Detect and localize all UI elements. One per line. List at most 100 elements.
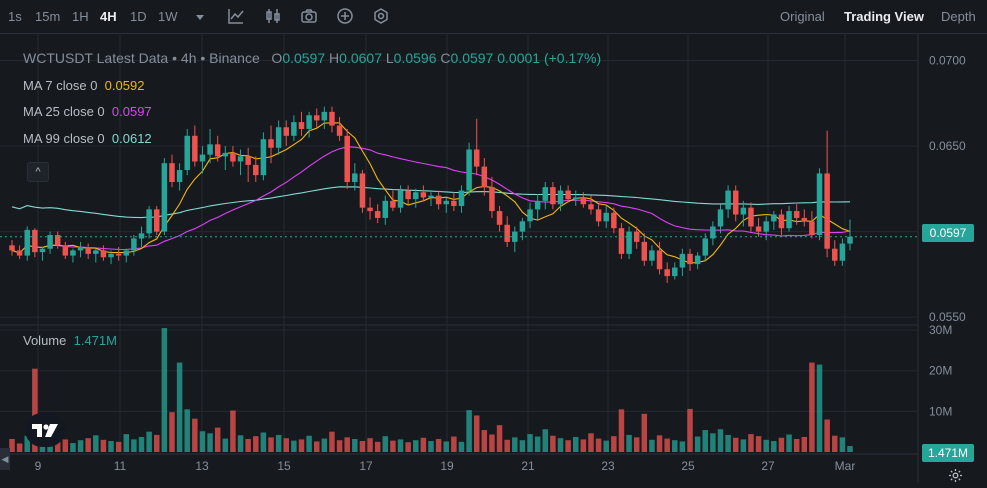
- volume-bar: [451, 436, 457, 452]
- volume-bar: [115, 441, 122, 452]
- timeframe-1h[interactable]: 1H: [72, 9, 89, 24]
- volume-bar: [146, 431, 152, 452]
- timeframe-dropdown-icon[interactable]: [194, 10, 212, 28]
- volume-bar: [237, 435, 244, 452]
- volume-bar: [291, 440, 297, 452]
- candle-body: [283, 127, 289, 136]
- candle-body: [763, 221, 769, 232]
- volume-bars: [9, 328, 853, 452]
- current-price-tag: 0.0597: [922, 224, 974, 242]
- volume-bar: [740, 439, 747, 452]
- candle-body: [131, 238, 137, 251]
- timeframe-1s[interactable]: 1s: [8, 9, 22, 24]
- volume-bar: [771, 441, 777, 452]
- view-depth[interactable]: Depth: [941, 9, 976, 24]
- volume-bar: [458, 441, 465, 452]
- candle-body: [24, 229, 30, 256]
- candle-body: [451, 200, 457, 206]
- volume-bar: [336, 440, 343, 452]
- volume-bar: [245, 438, 251, 452]
- timeframe-15m[interactable]: 15m: [35, 9, 61, 24]
- candle-body: [382, 200, 389, 218]
- volume-bar: [359, 441, 366, 452]
- candle-body: [245, 156, 251, 165]
- candlestick-type-icon[interactable]: [264, 7, 282, 25]
- candle-body: [374, 211, 381, 218]
- candle-body: [230, 152, 236, 162]
- volume-bar: [687, 408, 693, 452]
- candle-body: [626, 231, 632, 254]
- ma99-value: 0.0612: [111, 131, 152, 146]
- candle-body: [847, 236, 853, 244]
- volume-bar: [85, 438, 91, 452]
- volume-bar: [496, 425, 503, 452]
- candle-body: [344, 135, 350, 182]
- candle-body: [146, 209, 152, 234]
- volume-bar: [54, 441, 61, 452]
- ma99-legend[interactable]: MA 99 close 0 0.0612: [23, 131, 152, 146]
- candle-body: [664, 269, 670, 277]
- open-label: O: [271, 50, 283, 66]
- volume-bar: [809, 362, 815, 452]
- candle-body: [793, 211, 800, 218]
- volume-bar: [138, 436, 145, 452]
- candle-body: [611, 212, 617, 229]
- tradingview-logo[interactable]: [25, 413, 65, 447]
- tradingview-logo-icon: [32, 424, 58, 437]
- settings-gear-icon[interactable]: [372, 7, 390, 25]
- candle-body: [138, 233, 145, 239]
- volume-bar: [184, 409, 190, 452]
- current-volume-tag: 1.471M: [922, 444, 974, 462]
- ma7-legend[interactable]: MA 7 close 0 0.0592: [23, 78, 144, 93]
- candlestick-chart[interactable]: 0.07000.06500.06000.055030M20M10M9111315…: [0, 34, 987, 483]
- volume-bar: [131, 439, 137, 452]
- volume-bar: [832, 435, 838, 452]
- indicator-line-icon[interactable]: [227, 7, 245, 25]
- volume-bar: [39, 442, 46, 452]
- volume-bar: [824, 419, 830, 452]
- timeframe-1d[interactable]: 1D: [130, 9, 147, 24]
- candle-body: [458, 190, 465, 206]
- volume-bar: [321, 438, 328, 452]
- volume-bar: [230, 410, 236, 452]
- volume-bar: [77, 440, 84, 452]
- volume-bar: [222, 438, 229, 452]
- view-original[interactable]: Original: [780, 9, 825, 24]
- candle-body: [595, 209, 602, 222]
- scroll-left-arrow-icon[interactable]: ◀: [0, 448, 10, 470]
- candle-body: [809, 221, 815, 236]
- volume-bar: [413, 440, 419, 452]
- volume-bar: [207, 433, 213, 452]
- candle-body: [428, 195, 434, 198]
- volume-bar: [420, 437, 427, 452]
- candle-body: [336, 125, 343, 136]
- timeframe-1w[interactable]: 1W: [158, 9, 178, 24]
- timeframe-4h[interactable]: 4H: [100, 9, 117, 24]
- candle-body: [359, 173, 366, 208]
- ma25-legend[interactable]: MA 25 close 0 0.0597: [23, 104, 152, 119]
- volume-bar: [93, 435, 99, 452]
- collapse-legend-button[interactable]: ^: [27, 162, 49, 182]
- candle-body: [397, 190, 404, 208]
- candle-body: [214, 144, 221, 157]
- volume-bar: [801, 436, 808, 452]
- add-indicator-icon[interactable]: [336, 7, 354, 25]
- axis-settings-icon[interactable]: [948, 468, 963, 483]
- candle-body: [435, 195, 442, 205]
- view-trading-view[interactable]: Trading View: [844, 9, 924, 24]
- volume-bar: [16, 443, 23, 452]
- chart-grid: [0, 34, 919, 483]
- candle-body: [123, 250, 130, 256]
- low-label: L: [385, 50, 394, 66]
- time-tick-label: 9: [35, 459, 42, 473]
- volume-bar: [24, 435, 30, 452]
- volume-bar: [123, 434, 130, 452]
- volume-bar: [725, 434, 731, 452]
- candle-body: [108, 253, 114, 258]
- camera-icon[interactable]: [300, 7, 318, 25]
- candle-body: [519, 221, 526, 232]
- symbol-label: WCTUSDT Latest Data • 4h • Binance: [23, 50, 260, 66]
- volume-bar: [618, 409, 625, 452]
- candle-body: [588, 204, 594, 210]
- volume-bar: [192, 418, 198, 452]
